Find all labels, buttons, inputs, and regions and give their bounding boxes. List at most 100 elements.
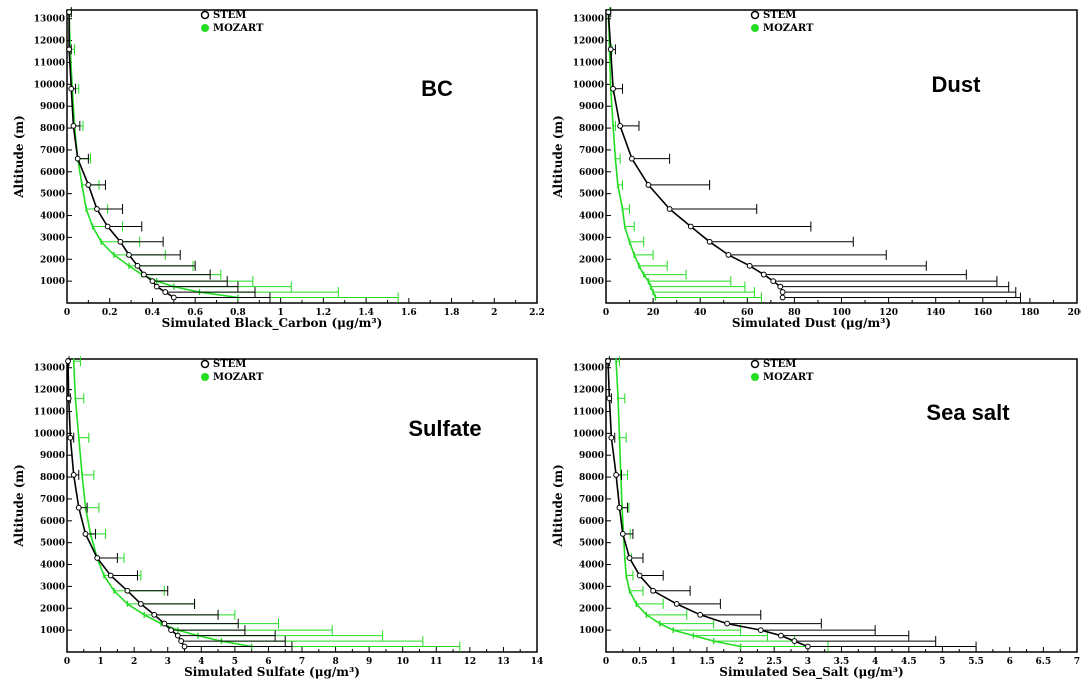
y-tick-label: 7000: [579, 146, 604, 156]
legend-marker-mozart: [201, 24, 209, 32]
data-point: [170, 294, 177, 301]
x-tick-label: 1: [670, 657, 676, 667]
y-tick-label: 9000: [40, 102, 65, 112]
data-point: [151, 611, 158, 618]
data-point: [645, 182, 652, 188]
y-tick-label: 11000: [34, 407, 65, 417]
y-tick-label: 7000: [579, 495, 604, 505]
series-line: [607, 12, 784, 298]
y-axis-label: Altitude (m): [12, 464, 26, 548]
data-point: [65, 395, 72, 402]
chart-panel-4: 0 0.5 1 1.5 2 2.5 3 3.5 4 4.5 5 5.5 6 6.5 7 1000 2000 300…: [551, 356, 1080, 680]
legend-label-stem: STEM: [213, 359, 246, 370]
x-tick-label: 0: [64, 657, 70, 667]
y-tick-label: 5000: [579, 190, 604, 200]
y-tick-label: 13000: [573, 364, 604, 374]
series-line: [607, 361, 809, 648]
data-point: [75, 504, 82, 511]
data-point: [94, 555, 101, 561]
data-point: [687, 223, 694, 230]
y-tick-label: 2000: [579, 604, 604, 614]
y-tick-label: 13000: [573, 15, 604, 25]
y-tick-label: 6000: [40, 168, 65, 178]
data-point: [778, 632, 784, 639]
series-line: [72, 361, 252, 648]
data-point: [804, 643, 811, 650]
y-axis-label: Altitude (m): [12, 115, 26, 199]
data-point: [137, 600, 144, 607]
y-tick-label: 7000: [40, 495, 65, 505]
x-tick-label: 1.8: [444, 308, 460, 318]
x-tick-label: 100: [832, 308, 851, 318]
y-tick-label: 13000: [34, 15, 65, 25]
x-tick-label: 0.2: [102, 308, 118, 318]
x-tick-label: 160: [973, 308, 992, 318]
x-tick-label: 5.5: [968, 657, 984, 667]
data-point: [725, 251, 732, 258]
y-tick-label: 1000: [579, 277, 604, 287]
x-tick-label: 10: [396, 657, 409, 667]
y-tick-label: 9000: [579, 102, 604, 112]
x-tick-label: 12: [464, 657, 477, 667]
x-tick-label: 1: [278, 308, 284, 318]
data-point: [673, 600, 680, 607]
y-tick-label: 2000: [40, 604, 65, 614]
series-mozart: [615, 356, 829, 652]
y-tick-label: 1000: [40, 626, 65, 636]
y-tick-label: 4000: [40, 561, 65, 571]
series-stem: [605, 7, 1021, 303]
x-tick-label: 20: [647, 308, 660, 318]
y-axis-label: Altitude (m): [551, 115, 565, 199]
legend-label-mozart: MOZART: [763, 23, 814, 34]
panel-title: Sea salt: [926, 400, 1010, 425]
legend-label-mozart: MOZART: [763, 372, 814, 383]
y-tick-label: 9000: [40, 451, 65, 461]
series-stem: [65, 356, 293, 652]
data-point: [107, 572, 114, 579]
series-line: [607, 12, 657, 298]
data-point: [161, 620, 168, 627]
data-point: [85, 182, 92, 188]
data-point: [65, 358, 71, 365]
y-tick-label: 5000: [40, 190, 65, 200]
series-stem: [605, 356, 977, 652]
y-tick-label: 6000: [579, 517, 604, 527]
series-mozart: [68, 7, 399, 303]
data-point: [610, 85, 616, 92]
x-axis-label: Simulated Dust (μg/m³): [732, 316, 891, 330]
x-tick-label: 3.5: [834, 657, 850, 667]
x-tick-label: 1.6: [401, 308, 417, 318]
data-point: [770, 278, 777, 285]
legend-marker-stem: [200, 359, 210, 369]
x-tick-label: 7: [299, 657, 305, 667]
x-tick-label: 140: [926, 308, 945, 318]
series-stem: [66, 7, 271, 303]
x-tick-label: 1.5: [699, 657, 715, 667]
x-tick-label: 0: [603, 308, 609, 318]
data-point: [606, 395, 613, 402]
y-tick-label: 8000: [40, 473, 65, 483]
x-tick-label: 7: [1074, 657, 1080, 667]
x-tick-label: 11: [430, 657, 443, 667]
x-tick-label: 4.5: [901, 657, 917, 667]
data-point: [68, 85, 75, 92]
x-tick-label: 3: [805, 657, 811, 667]
x-tick-label: 4: [198, 657, 204, 667]
legend-marker-mozart: [751, 373, 759, 381]
data-point: [124, 587, 131, 594]
y-tick-label: 6000: [579, 168, 604, 178]
data-point: [777, 283, 784, 290]
data-point: [605, 358, 611, 365]
x-tick-label: 0: [603, 657, 609, 667]
data-point: [82, 531, 89, 537]
panel-title: BC: [421, 76, 453, 101]
x-tick-label: 60: [741, 308, 754, 318]
x-tick-label: 1.4: [358, 308, 374, 318]
y-tick-label: 7000: [40, 146, 65, 156]
data-point: [126, 251, 132, 258]
series-line: [68, 12, 175, 299]
legend-marker-mozart: [201, 373, 209, 381]
x-tick-label: 9: [366, 657, 372, 667]
data-point: [605, 9, 612, 16]
legend-label-mozart: MOZART: [213, 23, 264, 34]
